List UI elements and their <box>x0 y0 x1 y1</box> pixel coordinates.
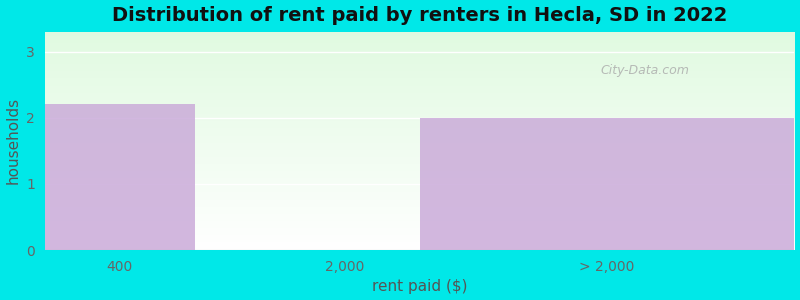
Y-axis label: households: households <box>6 98 21 184</box>
Bar <box>45 104 194 250</box>
Title: Distribution of rent paid by renters in Hecla, SD in 2022: Distribution of rent paid by renters in … <box>112 6 727 25</box>
Text: City-Data.com: City-Data.com <box>600 64 689 77</box>
X-axis label: rent paid ($): rent paid ($) <box>372 279 467 294</box>
Bar <box>419 118 794 250</box>
